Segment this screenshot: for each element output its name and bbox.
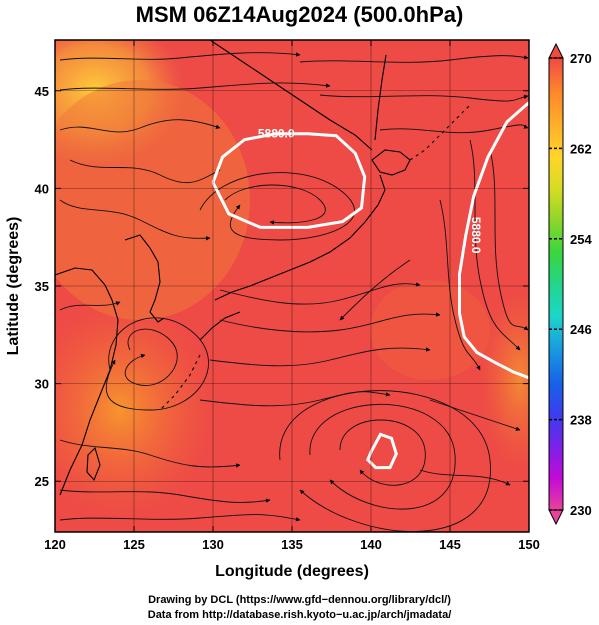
plot-area: 5880.0 5880.0 [55, 40, 529, 532]
x-tick-label: 145 [439, 537, 461, 552]
contour-line [458, 101, 529, 380]
x-tick-label: 135 [281, 537, 303, 552]
streamline [439, 199, 481, 371]
streamline [379, 124, 529, 134]
x-tick-label: 130 [202, 537, 224, 552]
colorbar-tick-label: 238 [570, 413, 592, 428]
streamline [124, 328, 178, 386]
streamline [429, 399, 521, 431]
x-axis-label: Longitude (degrees) [215, 563, 369, 580]
x-tick-label: 140 [360, 537, 382, 552]
warm-band-west [55, 80, 250, 320]
colorbar-tick-label: 246 [570, 322, 592, 337]
streamline [59, 199, 211, 241]
streamline [59, 82, 331, 91]
credit-data: Data from http://database.rish.kyoto−u.a… [147, 609, 452, 621]
contour-line [366, 432, 398, 470]
ryukyu-islands [159, 354, 201, 411]
warm-anomaly-east [480, 290, 529, 470]
x-axis: 120 125 130 135 140 145 150 [44, 40, 540, 552]
warm-anomaly-southwest [55, 300, 215, 520]
streamline [489, 149, 529, 331]
colorbar-bottom-arrow [548, 509, 564, 526]
warm-patch-center [370, 280, 490, 380]
colorbar-tick-label: 262 [570, 141, 592, 156]
streamline [69, 159, 221, 184]
contour-label: 5880.0 [469, 217, 483, 254]
streamline [59, 439, 241, 468]
streamline [209, 347, 431, 367]
y-tick-label: 25 [35, 474, 49, 489]
x-tick-label: 120 [44, 537, 66, 552]
streamline [339, 419, 426, 486]
colorbar-tick-label: 270 [570, 51, 592, 66]
wind-streamlines [59, 52, 529, 532]
y-tick-label: 40 [35, 181, 49, 196]
streamline [199, 391, 391, 407]
honshu-coastline [214, 174, 386, 301]
kyushu-coastline [199, 311, 241, 341]
streamline [59, 119, 221, 133]
russia-coastline [209, 40, 373, 151]
colorbar: 270 262 254 246 238 230 [548, 42, 592, 526]
colorbar-tick-label: 254 [570, 232, 592, 247]
height-contours: 5880.0 5880.0 [211, 101, 529, 470]
y-axis: 25 30 35 40 45 [35, 84, 529, 489]
chart-title: MSM 06Z14Aug2024 (500.0hPa) [135, 2, 464, 27]
y-tick-label: 35 [35, 279, 49, 294]
sakhalin-coastline [374, 54, 387, 141]
streamline [319, 94, 529, 102]
streamline [219, 282, 421, 305]
streamline [59, 52, 301, 61]
hokkaido-coastline [371, 149, 411, 176]
streamline [199, 172, 355, 241]
streamline [309, 403, 456, 510]
grid [55, 40, 529, 532]
streamline [469, 139, 521, 351]
streamline [59, 301, 121, 311]
contour-label: 5880.0 [258, 127, 295, 141]
streamline [59, 514, 301, 522]
y-axis-label: Latitude (degrees) [5, 217, 22, 356]
streamline [299, 55, 529, 63]
streamline [279, 390, 491, 532]
colorbar-top-arrow [548, 42, 564, 59]
colorbar-ticks: 270 262 254 246 238 230 [549, 51, 592, 518]
streamline [219, 312, 441, 333]
x-tick-label: 125 [123, 537, 145, 552]
colorbar-tick-label: 230 [570, 503, 592, 518]
streamline [224, 184, 326, 225]
streamline [59, 489, 271, 503]
credit-drawing: Drawing by DCL (https://www.gfd−dennou.o… [148, 594, 451, 606]
y-tick-label: 45 [35, 84, 49, 99]
streamline [105, 317, 209, 411]
korea-coastline [124, 234, 165, 323]
taiwan-coastline [86, 446, 101, 482]
contour-line [211, 132, 367, 229]
y-tick-label: 30 [35, 377, 49, 392]
colorbar-gradient [548, 57, 564, 511]
x-tick-label: 150 [518, 537, 540, 552]
